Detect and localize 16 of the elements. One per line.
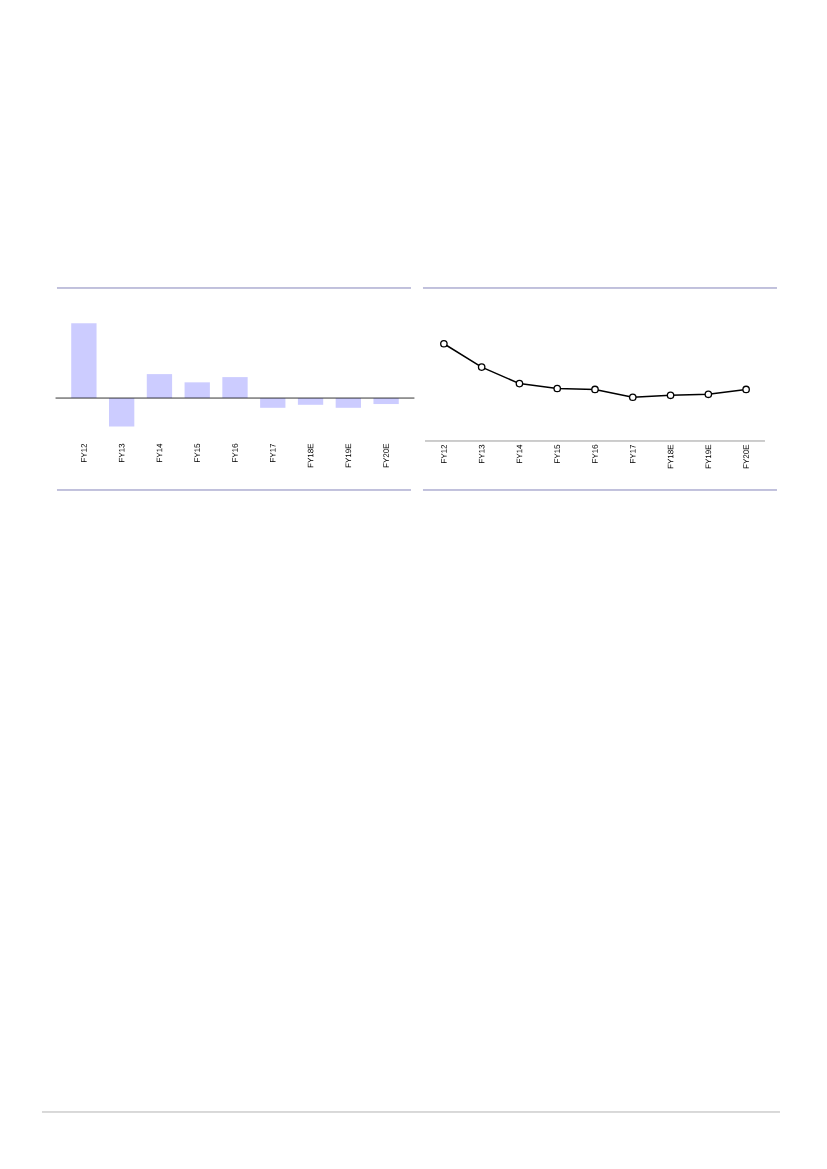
point [742, 385, 750, 394]
point [628, 393, 637, 402]
point [440, 339, 448, 348]
point [591, 385, 599, 394]
point [704, 390, 713, 399]
bar [109, 398, 135, 427]
bar [335, 398, 361, 408]
bar [71, 323, 97, 399]
bar [222, 377, 248, 399]
point [666, 391, 675, 400]
bar [146, 374, 173, 399]
bar [184, 382, 210, 399]
bar [260, 398, 286, 408]
point [477, 363, 486, 371]
point [553, 384, 562, 393]
point [515, 379, 524, 388]
